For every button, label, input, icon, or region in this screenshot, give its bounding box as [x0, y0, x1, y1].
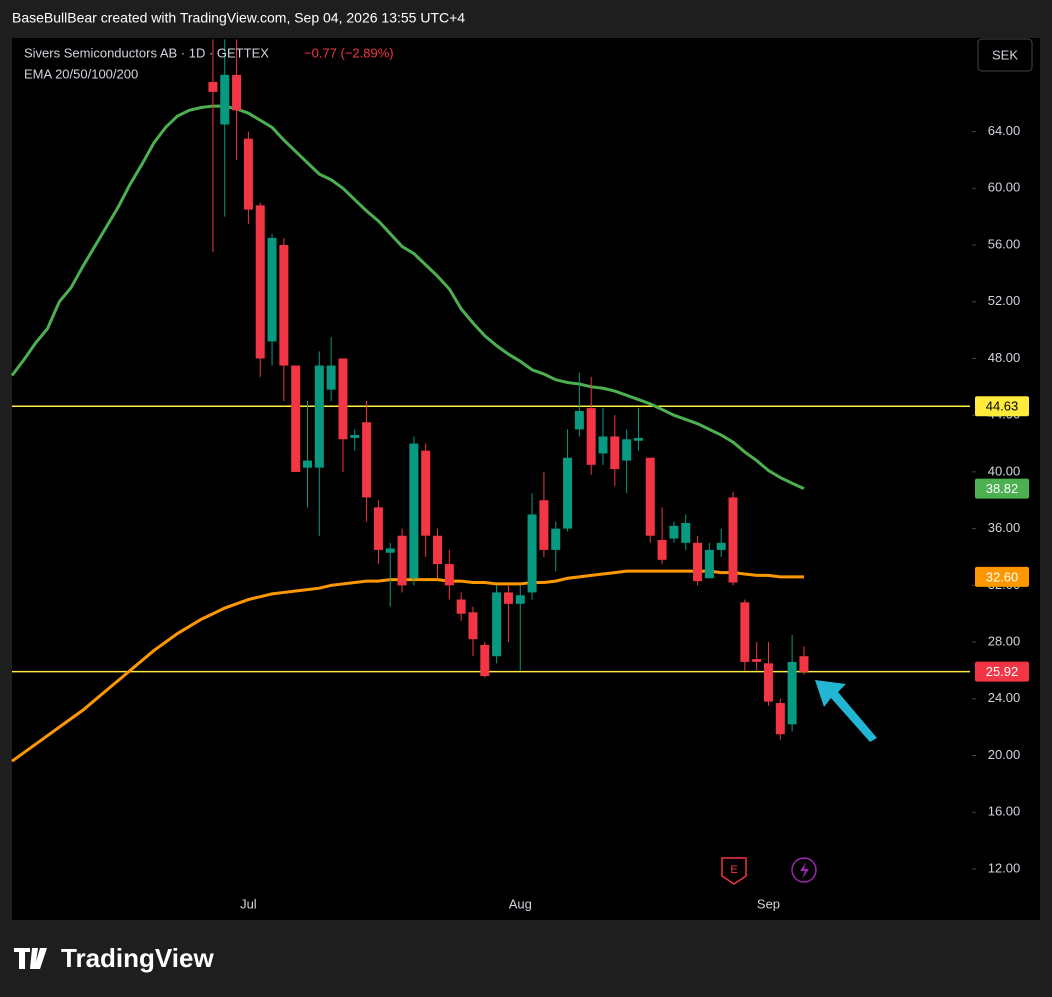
ema-line: [11, 569, 804, 763]
candle-body: [598, 436, 608, 454]
price-label: 38.82: [986, 481, 1019, 496]
currency-button[interactable]: [977, 38, 1033, 72]
candle-body: [633, 437, 643, 441]
candle-body: [752, 659, 762, 662]
x-tick-label: Sep: [757, 896, 780, 911]
price-label: 44.63: [986, 399, 1019, 414]
candle-body: [610, 436, 620, 470]
candle-body: [763, 663, 773, 702]
candle-body: [385, 548, 395, 553]
currency[interactable]: SEK: [992, 47, 1018, 62]
brand: TradingView: [61, 943, 214, 973]
candle-body: [775, 703, 785, 735]
candle-body: [480, 644, 490, 677]
dividend-icon[interactable]: [791, 857, 817, 883]
indicator: EMA 20/50/100/200: [24, 66, 138, 81]
arrow: [815, 680, 877, 742]
logo: [14, 948, 47, 969]
candle-body: [314, 365, 324, 468]
caption: BaseBullBear created with TradingView.co…: [12, 10, 465, 26]
candle-body: [397, 535, 407, 586]
chart-area: [12, 38, 1040, 920]
candle-body: [716, 542, 726, 550]
x-tick-label: Aug: [509, 896, 532, 911]
price-label: 32.60: [986, 569, 1019, 584]
y-tick-label: 16.00: [988, 804, 1021, 819]
candle-body: [421, 450, 431, 536]
change: −0.77 (−2.89%): [304, 45, 394, 60]
candle-body: [669, 525, 679, 539]
candle-body: [539, 500, 549, 550]
candle-body: [444, 564, 454, 586]
y-tick-label: 56.00: [988, 236, 1021, 251]
price-label-box: [975, 478, 1029, 499]
earnings-letter: E: [730, 864, 737, 876]
candle-body: [586, 408, 596, 465]
candle-body: [279, 245, 289, 366]
candle-body: [468, 612, 478, 640]
price-label-box: [975, 396, 1029, 417]
candle-body: [527, 514, 537, 593]
y-tick-label: 36.00: [988, 520, 1021, 535]
candle-body: [303, 460, 312, 468]
y-tick-label: 60.00: [988, 180, 1021, 195]
y-tick-label: 20.00: [988, 747, 1021, 762]
candle-body: [267, 237, 277, 342]
candle-body: [409, 443, 419, 579]
candle-body: [622, 439, 632, 461]
y-tick-label: 24.00: [988, 690, 1021, 705]
candle-body: [515, 595, 525, 604]
candle-body: [740, 602, 750, 662]
candle-body: [362, 422, 372, 498]
candle-body: [657, 539, 667, 560]
candle-body: [350, 435, 360, 438]
candle-body: [338, 358, 348, 440]
candle-body: [373, 507, 383, 550]
candle-body: [551, 528, 561, 550]
candle-body: [326, 365, 336, 390]
y-tick-label: 12.00: [988, 860, 1021, 875]
y-tick-label: 40.00: [988, 463, 1021, 478]
y-tick-label: 52.00: [988, 293, 1021, 308]
candle-body: [681, 522, 691, 543]
earnings-icon[interactable]: [721, 857, 747, 885]
candle-body: [728, 497, 738, 583]
candle-body: [433, 535, 443, 565]
candle-body: [693, 542, 703, 582]
chart-title: Sivers Semiconductors AB · 1D · GETTEX: [24, 45, 269, 60]
candle-body: [255, 205, 265, 359]
candle-body: [492, 592, 502, 657]
price-label-box: [975, 661, 1029, 682]
y-tick-label: 64.00: [988, 123, 1021, 138]
price-label-box: [975, 566, 1029, 587]
price-label: 25.92: [986, 664, 1019, 679]
candle-body: [220, 74, 230, 125]
candle-body: [563, 457, 573, 529]
candle-body: [799, 656, 809, 672]
candle-body: [456, 599, 466, 614]
candle-body: [232, 74, 242, 111]
candle-body: [645, 457, 655, 536]
candle-body: [704, 549, 714, 579]
x-tick-label: Jul: [240, 896, 257, 911]
y-tick-label: 28.00: [988, 634, 1021, 649]
ema-line: [10, 104, 805, 491]
y-tick-label: 48.00: [988, 350, 1021, 365]
candle-body: [503, 592, 513, 604]
bolt: [800, 862, 809, 879]
candle-body: [208, 81, 218, 92]
candle-body: [787, 661, 797, 725]
candle-body: [291, 365, 301, 472]
plot: [10, 39, 970, 763]
candle-body: [243, 138, 253, 210]
candle-body: [574, 410, 584, 430]
